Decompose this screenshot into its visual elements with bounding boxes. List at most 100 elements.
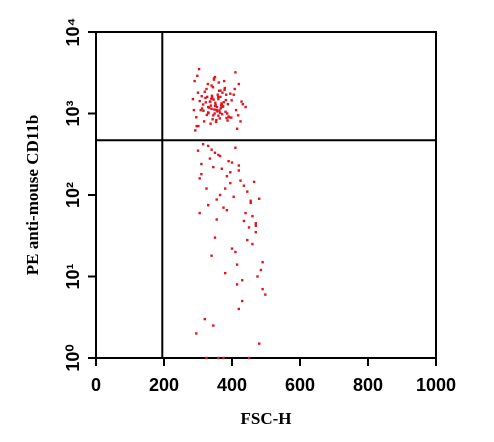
- point: [224, 187, 227, 190]
- point: [207, 203, 210, 207]
- point: [229, 181, 232, 185]
- point: [211, 118, 214, 121]
- point: [199, 108, 202, 112]
- point: [225, 116, 228, 120]
- point: [221, 91, 224, 94]
- y-tick-label: 10²: [63, 182, 83, 208]
- point: [227, 159, 230, 163]
- point: [232, 195, 235, 199]
- point: [202, 120, 206, 123]
- point: [237, 82, 240, 86]
- point: [235, 263, 239, 266]
- point: [217, 97, 220, 101]
- x-tick-label: 0: [91, 375, 101, 395]
- point: [251, 242, 254, 246]
- point: [212, 114, 215, 117]
- point: [234, 108, 238, 112]
- point: [213, 112, 216, 115]
- point: [218, 117, 221, 120]
- point: [208, 106, 211, 109]
- point: [239, 120, 242, 123]
- point: [209, 104, 213, 107]
- point: [251, 214, 254, 218]
- point: [215, 108, 218, 112]
- point: [229, 92, 232, 95]
- point: [217, 81, 220, 84]
- point: [218, 193, 222, 197]
- point: [215, 198, 218, 201]
- point: [200, 107, 204, 110]
- point: [218, 154, 222, 158]
- point: [224, 271, 227, 275]
- point: [213, 75, 217, 79]
- point: [217, 114, 220, 117]
- point: [258, 197, 261, 200]
- point: [220, 102, 223, 105]
- point: [195, 116, 198, 119]
- y-tick-label: 10³: [63, 100, 83, 126]
- point: [213, 108, 216, 111]
- point: [256, 275, 259, 278]
- point: [216, 110, 219, 113]
- point: [200, 95, 203, 98]
- point: [222, 79, 226, 83]
- point: [224, 110, 227, 113]
- point: [214, 101, 217, 105]
- point: [246, 238, 249, 242]
- point: [202, 109, 205, 112]
- point: [223, 88, 226, 92]
- point: [216, 93, 219, 96]
- point: [209, 122, 212, 125]
- y-axis-label: PE anti-mouse CD11b: [23, 115, 42, 276]
- point: [234, 146, 237, 149]
- point: [264, 293, 267, 296]
- point: [207, 144, 210, 148]
- point: [205, 87, 208, 91]
- point: [212, 98, 215, 101]
- point: [191, 97, 195, 101]
- point: [211, 96, 214, 99]
- point: [195, 332, 198, 335]
- point: [254, 222, 257, 225]
- point: [234, 71, 237, 74]
- point: [213, 151, 217, 154]
- point: [201, 143, 205, 146]
- point: [247, 226, 251, 229]
- point: [210, 94, 214, 97]
- point: [208, 157, 212, 160]
- point: [226, 112, 229, 115]
- point: [247, 356, 251, 360]
- point: [217, 89, 221, 92]
- point: [261, 287, 264, 291]
- point: [232, 93, 235, 96]
- point: [230, 116, 233, 119]
- point: [233, 87, 236, 91]
- point: [241, 279, 244, 282]
- point: [219, 89, 222, 92]
- point: [242, 219, 246, 223]
- point: [230, 161, 234, 164]
- point: [218, 109, 221, 112]
- point: [203, 317, 206, 321]
- point: [241, 299, 244, 303]
- point: [244, 105, 247, 109]
- point: [219, 104, 223, 107]
- point: [205, 356, 208, 360]
- point: [237, 307, 240, 311]
- plot-frame: [95, 31, 437, 359]
- point: [230, 99, 233, 102]
- point: [217, 153, 220, 157]
- point: [226, 103, 230, 106]
- point: [234, 250, 237, 254]
- point: [225, 93, 228, 96]
- point: [212, 77, 216, 80]
- point: [193, 79, 196, 83]
- point: [223, 86, 227, 90]
- point: [205, 113, 209, 117]
- point: [261, 260, 264, 264]
- point: [230, 247, 234, 250]
- point: [244, 211, 247, 215]
- point: [211, 86, 215, 89]
- point: [201, 103, 205, 106]
- x-tick-label: 200: [149, 375, 179, 395]
